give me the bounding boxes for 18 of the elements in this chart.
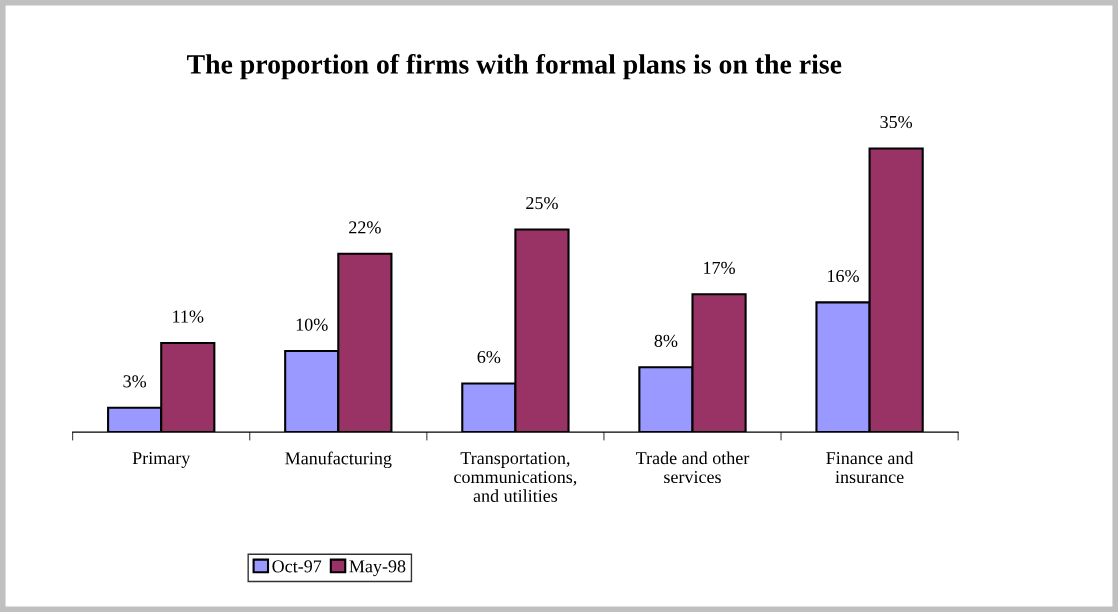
data-label: 8% [654,334,678,347]
x-tick-label: Trade and other services [635,451,750,484]
x-tick-label: Finance and insurance [826,451,914,484]
data-label: 10% [296,318,328,331]
legend-label: Oct-97 [272,560,322,573]
data-label: 16% [828,269,859,283]
chart-title: The proportion of firms with formal plans is on the rise [187,53,842,80]
x-tick-label: Manufacturing [285,451,392,469]
x-tick-label: Transportation, communications, and utilities [454,452,577,502]
legend-label: May-98 [349,560,406,577]
data-label: 17% [704,261,735,275]
data-label: 22% [349,221,381,234]
data-label: 6% [477,350,501,364]
data-label: 11% [173,310,204,323]
x-tick-label: Primary [132,452,191,468]
data-label: 3% [123,375,147,388]
data-label: 35% [880,115,913,129]
data-label: 25% [526,196,558,210]
